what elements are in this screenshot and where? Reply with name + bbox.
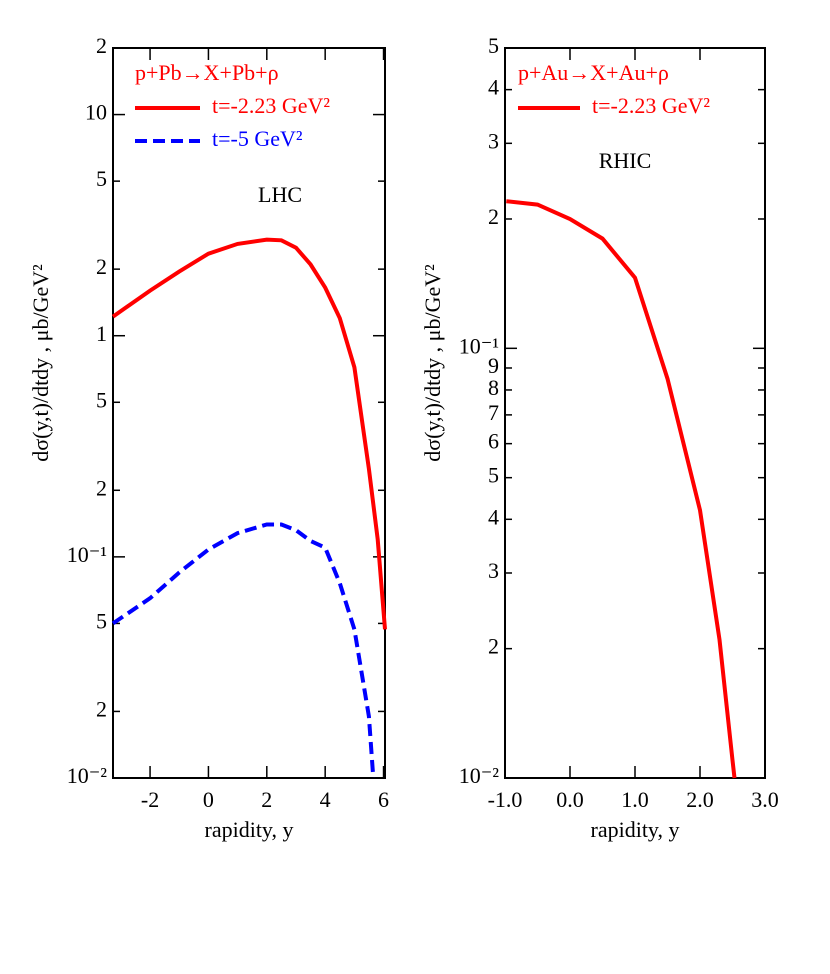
y-tick-label: 7 (488, 400, 499, 425)
y-tick-label: 5 (488, 33, 499, 58)
x-tick-label: 1.0 (621, 787, 649, 812)
y-tick-label: 2 (96, 254, 107, 279)
legend-title: p+Pb→X+Pb+ρ (135, 60, 279, 85)
y-tick-label: 5 (488, 463, 499, 488)
y-axis-label: dσ(y,t)/dtdy , μb/GeV² (420, 264, 445, 462)
x-tick-label: 2.0 (686, 787, 714, 812)
y-tick-label: 5 (96, 608, 107, 633)
data-line (111, 522, 376, 779)
y-tick-label: 3 (488, 128, 499, 153)
y-tick-label: 3 (488, 558, 499, 583)
legend-label: t=-5 GeV² (212, 126, 303, 151)
x-axis-label: rapidity, y (591, 817, 680, 842)
x-tick-label: 2 (261, 787, 272, 812)
data-line (506, 199, 737, 779)
y-tick-label: 10⁻¹ (67, 542, 107, 567)
legend-label: t=-2.23 GeV² (212, 93, 330, 118)
legend-title: p+Au→X+Au+ρ (518, 60, 669, 85)
y-tick-label: 10 (85, 100, 107, 125)
y-tick-label: 2 (488, 634, 499, 659)
y-tick-label: 10⁻¹ (459, 333, 499, 358)
x-tick-label: 6 (378, 787, 389, 812)
y-tick-label: 2 (96, 696, 107, 721)
x-axis-label: rapidity, y (205, 817, 294, 842)
data-line (111, 237, 387, 630)
y-tick-label: 2 (488, 204, 499, 229)
x-tick-label: 0 (203, 787, 214, 812)
y-axis-label: dσ(y,t)/dtdy , μb/GeV² (28, 264, 53, 462)
y-tick-label: 5 (96, 387, 107, 412)
y-tick-label: 10⁻² (67, 763, 108, 788)
y-tick-label: 9 (488, 353, 499, 378)
y-tick-label: 6 (488, 429, 499, 454)
annotation: LHC (258, 182, 302, 207)
y-tick-label: 2 (96, 475, 107, 500)
annotation: RHIC (599, 148, 652, 173)
y-tick-label: 4 (488, 504, 499, 529)
y-tick-label: 2 (96, 33, 107, 58)
x-tick-label: -2 (141, 787, 159, 812)
plot-frame (112, 47, 386, 779)
y-tick-label: 10⁻² (459, 763, 500, 788)
x-tick-label: 4 (320, 787, 331, 812)
y-tick-label: 4 (488, 75, 499, 100)
y-tick-label: 1 (96, 321, 107, 346)
x-tick-label: -1.0 (488, 787, 523, 812)
x-tick-label: 3.0 (751, 787, 779, 812)
y-tick-label: 5 (96, 166, 107, 191)
y-tick-label: 8 (488, 375, 499, 400)
legend-label: t=-2.23 GeV² (592, 93, 710, 118)
x-tick-label: 0.0 (556, 787, 584, 812)
